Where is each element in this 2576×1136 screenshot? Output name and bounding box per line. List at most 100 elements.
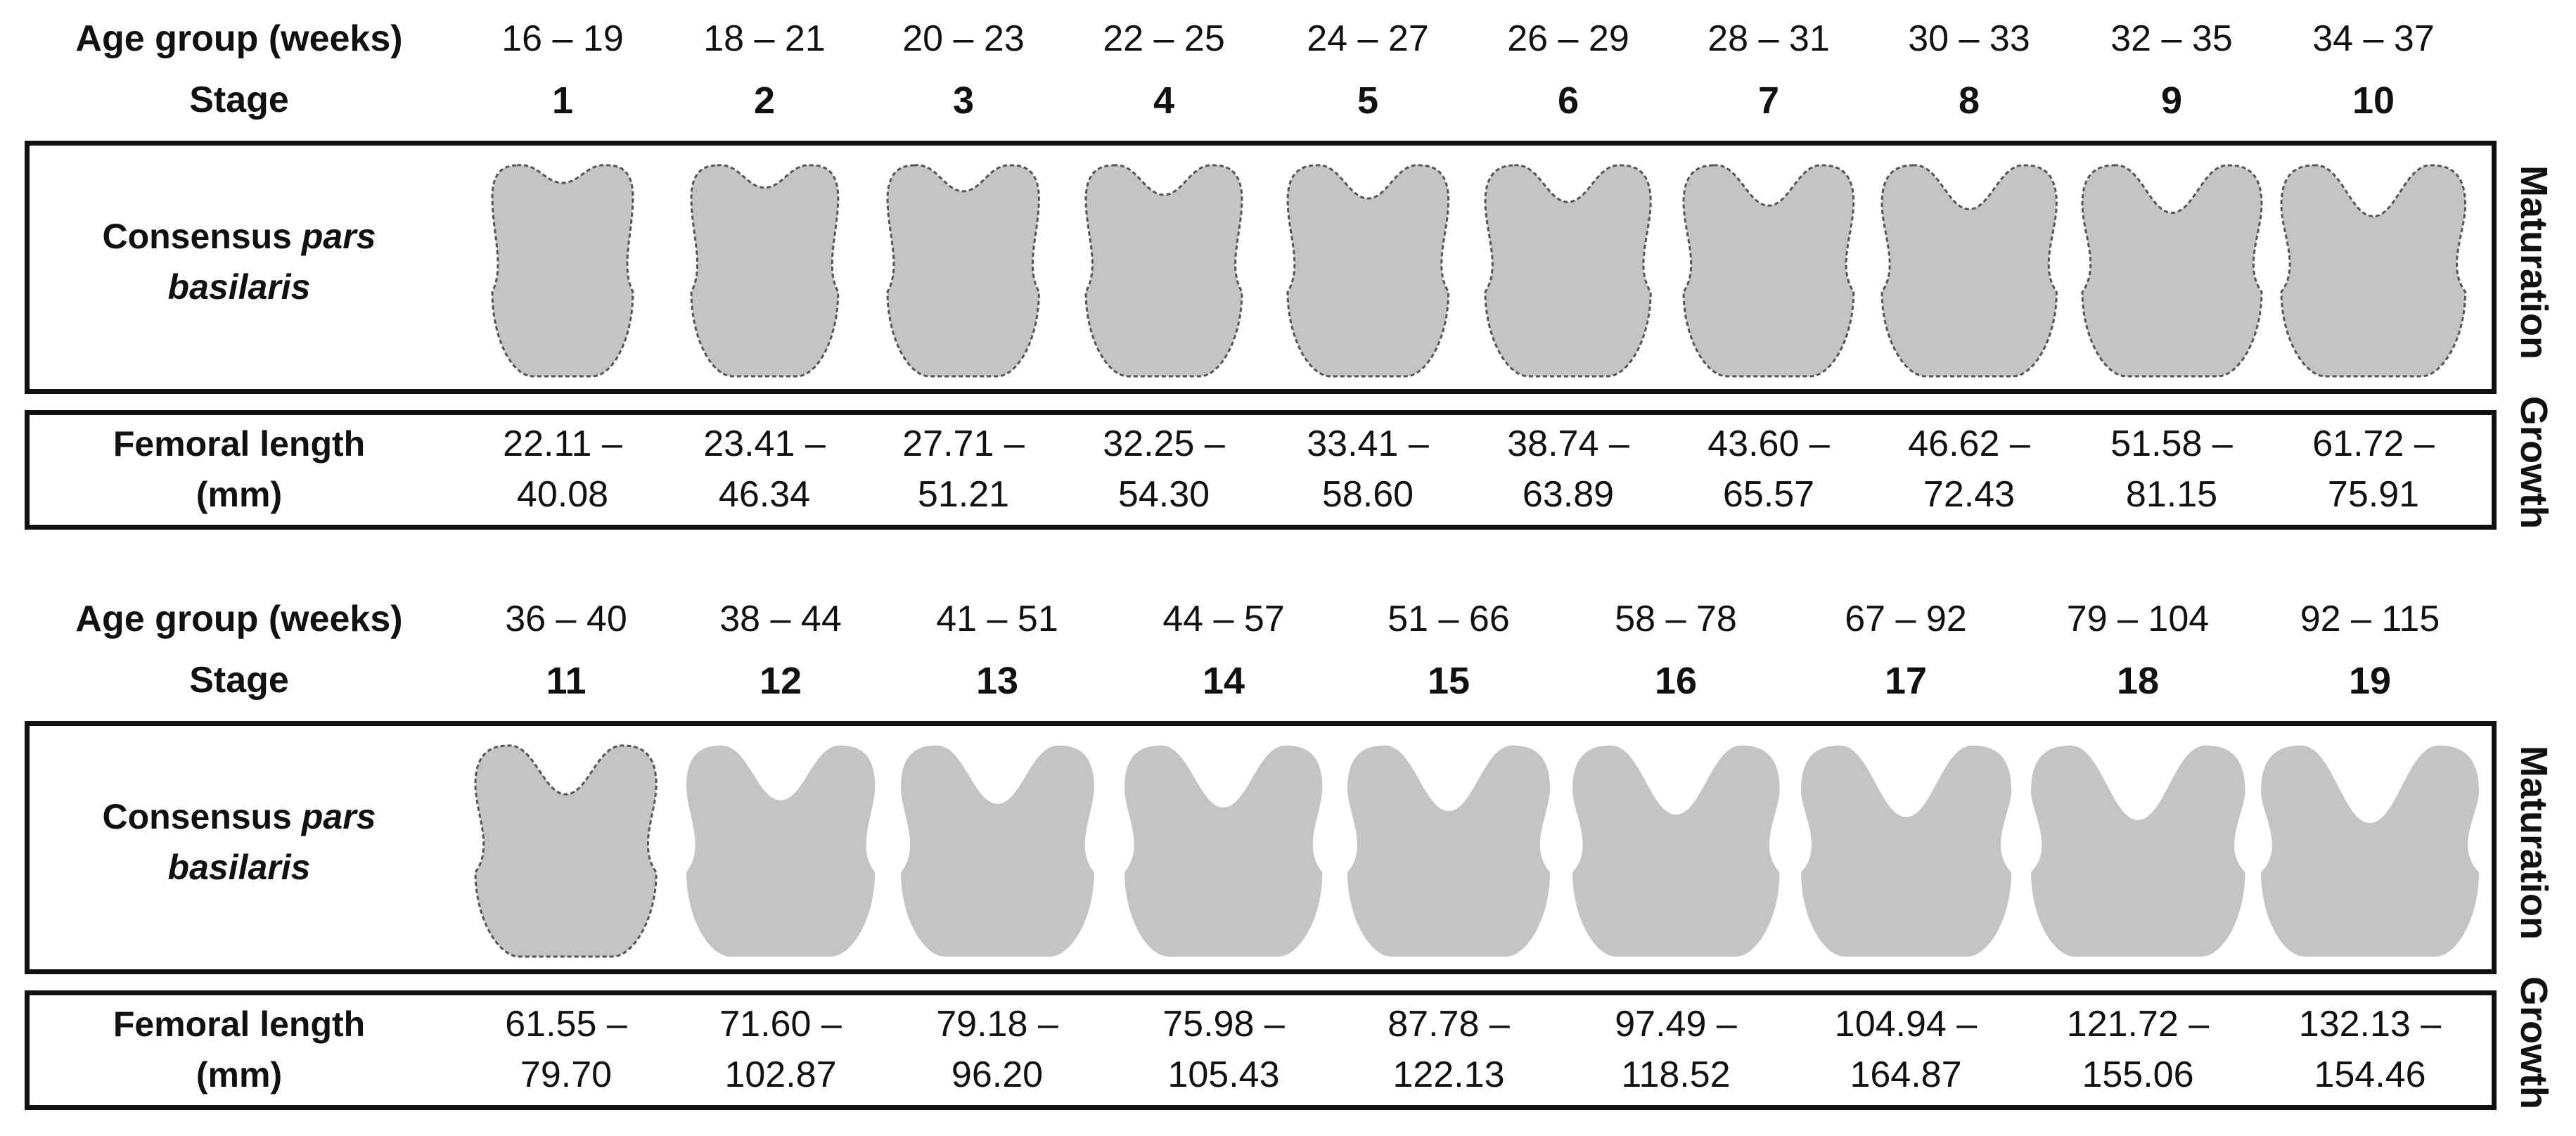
stage-number-13: 13 — [975, 660, 1019, 702]
pars-basilaris-shape-stage-8 — [1880, 164, 2058, 378]
femoral-length-max-stage-6: 63.89 — [1522, 474, 1615, 515]
femoral-length-stage-8: 46.62 – 72.43 — [1874, 419, 2064, 520]
age-range-stage-5: 24 – 27 — [1307, 18, 1429, 59]
stage-number-6: 6 — [1557, 79, 1579, 122]
pars-basilaris-outline-stage-11 — [474, 744, 658, 958]
growth-box — [25, 990, 2497, 1110]
pars-basilaris-shape-stage-19 — [2261, 745, 2479, 957]
stage-number-12: 12 — [759, 660, 802, 702]
age-range-stage-14: 44 – 57 — [1162, 599, 1285, 639]
age-range-stage-2: 18 – 21 — [703, 18, 826, 59]
pars-basilaris-outline-stage-8 — [1880, 164, 2058, 378]
growth-side-label: Growth — [2513, 976, 2555, 1109]
femoral-length-stage-7: 43.60 – 65.57 — [1674, 419, 1864, 520]
femoral-length-stage-13: 79.18 – 96.20 — [892, 999, 1103, 1100]
pars-basilaris-outline-stage-7 — [1682, 164, 1855, 378]
age-range-stage-18: 79 – 104 — [2066, 599, 2210, 639]
consensus-line-1: Consensus pars — [56, 791, 422, 842]
femoral-length-max-stage-13: 96.20 — [951, 1054, 1044, 1095]
stage-label: Stage — [189, 79, 289, 120]
femoral-length-min-stage-13: 79.18 – — [936, 1004, 1058, 1045]
femoral-length-max-stage-7: 65.57 — [1722, 474, 1815, 515]
pars-basilaris-shape-stage-11 — [474, 744, 658, 958]
femoral-length-stage-17: 104.94 – 164.87 — [1800, 999, 2011, 1100]
pars-basilaris-outline-stage-1 — [491, 164, 634, 378]
femoral-length-stage-18: 121.72 – 155.06 — [2032, 999, 2243, 1100]
femoral-length-min-stage-5: 33.41 – — [1307, 423, 1429, 464]
maturation-side-label: Maturation — [2513, 746, 2555, 940]
growth-side-label: Growth — [2513, 396, 2555, 529]
femoral-length-max-stage-19: 154.46 — [2314, 1054, 2426, 1095]
stage-number-8: 8 — [1958, 79, 1980, 122]
panel-2: Age group (weeks) Stage Consensus pars basi… — [0, 580, 2576, 1136]
pars-basilaris-shape-stage-15 — [1347, 745, 1550, 957]
stage-number-3: 3 — [952, 79, 975, 122]
age-range-stage-11: 36 – 40 — [505, 599, 627, 639]
age-range-stage-12: 38 – 44 — [719, 599, 842, 639]
stage-number-18: 18 — [2116, 660, 2160, 702]
pars-basilaris-outline-stage-3 — [886, 164, 1041, 378]
pars-basilaris-outline-stage-17 — [1800, 745, 2011, 957]
pars-basilaris-shape-stage-3 — [886, 164, 1041, 378]
femoral-length-max-stage-18: 155.06 — [2082, 1054, 2194, 1095]
age-range-stage-1: 16 – 19 — [501, 18, 624, 59]
femoral-length-max-stage-1: 40.08 — [516, 474, 609, 515]
femoral-length-min-stage-19: 132.13 – — [2298, 1004, 2442, 1045]
pars-basilaris-shape-stage-13 — [900, 745, 1094, 957]
femoral-length-max-stage-8: 72.43 — [1923, 474, 2016, 515]
age-range-stage-15: 51 – 66 — [1388, 599, 1510, 639]
femoral-line-1: Femoral length — [113, 424, 366, 464]
consensus-pars-basilaris-label: Consensus pars basilaris — [56, 211, 422, 312]
femoral-length-min-stage-6: 38.74 – — [1507, 423, 1629, 464]
femoral-length-max-stage-4: 54.30 — [1117, 474, 1210, 515]
pars-basilaris-outline-stage-2 — [690, 164, 839, 378]
femoral-length-min-stage-14: 75.98 – — [1162, 1004, 1285, 1045]
pars-basilaris-outline-stage-18 — [2030, 745, 2245, 957]
femoral-length-min-stage-10: 61.72 – — [2312, 423, 2435, 464]
age-group-label: Age group (weeks) — [75, 18, 403, 59]
age-range-stage-7: 28 – 31 — [1707, 18, 1830, 59]
pars-basilaris-shape-stage-6 — [1484, 164, 1653, 378]
stage-number-1: 1 — [551, 79, 574, 122]
age-range-stage-4: 22 – 25 — [1103, 18, 1225, 59]
pars-basilaris-shape-stage-17 — [1800, 745, 2011, 957]
femoral-length-min-stage-12: 71.60 – — [719, 1004, 842, 1045]
femoral-length-max-stage-2: 46.34 — [718, 474, 811, 515]
stage-number-15: 15 — [1427, 660, 1470, 702]
femoral-length-max-stage-5: 58.60 — [1321, 474, 1414, 515]
age-range-stage-8: 30 – 33 — [1908, 18, 2030, 59]
consensus-line-1: Consensus pars — [56, 211, 422, 262]
femoral-length-min-stage-4: 32.25 – — [1103, 423, 1225, 464]
consensus-prefix: Consensus — [102, 797, 302, 836]
femoral-length-label: Femoral length (mm) — [56, 999, 422, 1100]
age-range-stage-19: 92 – 115 — [2300, 599, 2440, 639]
femoral-length-min-stage-18: 121.72 – — [2066, 1004, 2210, 1045]
pars-basilaris-shape-stage-2 — [690, 164, 839, 378]
pars-basilaris-outline-stage-19 — [2261, 745, 2479, 957]
panel-1: Age group (weeks) Stage Consensus pars basi… — [0, 0, 2576, 556]
pars-basilaris-shape-stage-7 — [1682, 164, 1855, 378]
femoral-length-max-stage-11: 79.70 — [520, 1054, 613, 1095]
femoral-line-2: (mm) — [196, 1055, 283, 1094]
stage-number-4: 4 — [1153, 79, 1175, 122]
pars-basilaris-outline-stage-13 — [900, 745, 1094, 957]
pars-basilaris-shape-stage-9 — [2080, 164, 2263, 378]
femoral-line-1: Femoral length — [113, 1004, 366, 1044]
femoral-length-stage-3: 27.71 – 51.21 — [869, 419, 1058, 520]
pars-basilaris-outline-stage-5 — [1286, 164, 1449, 378]
femoral-length-max-stage-9: 81.15 — [2125, 474, 2218, 515]
femoral-length-max-stage-17: 164.87 — [1850, 1054, 1962, 1095]
femoral-length-stage-4: 32.25 – 54.30 — [1069, 419, 1259, 520]
femoral-length-label: Femoral length (mm) — [56, 419, 422, 520]
pars-basilaris-outline-stage-16 — [1572, 745, 1780, 957]
stage-number-17: 17 — [1884, 660, 1928, 702]
age-range-stage-17: 67 – 92 — [1845, 599, 1967, 639]
consensus-italic-pars: pars — [301, 797, 376, 836]
femoral-length-stage-19: 132.13 – 154.46 — [2264, 999, 2475, 1100]
pars-basilaris-outline-stage-12 — [686, 745, 876, 957]
maturation-box — [25, 721, 2497, 974]
pars-basilaris-shape-stage-14 — [1124, 745, 1323, 957]
stage-number-9: 9 — [2160, 79, 2183, 122]
maturation-box — [25, 141, 2497, 394]
femoral-length-max-stage-3: 51.21 — [917, 474, 1010, 515]
